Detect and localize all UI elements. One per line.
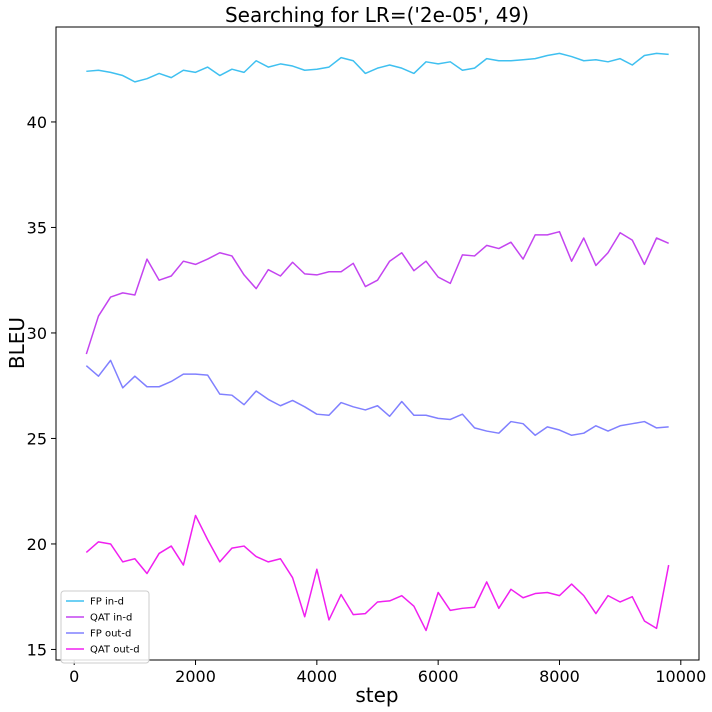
x-tick-label: 6000	[418, 667, 459, 686]
x-axis: 0 2000 4000 6000 8000 10000	[69, 660, 706, 686]
x-tick-label: 0	[69, 667, 79, 686]
y-tick-label: 30	[27, 324, 47, 343]
legend-label: QAT out-d	[90, 645, 140, 656]
legend-label: QAT in-d	[90, 613, 132, 624]
y-tick-label: 40	[27, 113, 47, 132]
legend-label: FP out-d	[90, 629, 131, 640]
series-line-3	[85, 359, 669, 437]
plot-frame	[55, 26, 700, 661]
series-layer	[85, 52, 670, 632]
y-tick-label: 15	[27, 640, 47, 659]
legend-box	[60, 590, 150, 664]
legend-label: FP in-d	[90, 597, 124, 608]
x-tick-label: 10000	[655, 667, 706, 686]
y-axis-title: BLEU	[5, 317, 29, 369]
chart-title: Searching for LR=('2e-05', 49)	[225, 3, 529, 27]
legend: FP in-d QAT in-d FP out-d QAT out-d	[60, 590, 150, 664]
series-line-2	[85, 230, 669, 355]
y-tick-label: 35	[27, 218, 47, 237]
x-tick-label: 2000	[175, 667, 216, 686]
y-tick-label: 25	[27, 429, 47, 448]
x-tick-label: 4000	[296, 667, 337, 686]
series-line-1	[86, 52, 669, 83]
y-tick-label: 20	[27, 535, 47, 554]
x-tick-label: 8000	[539, 667, 580, 686]
y-axis: 15 20 25 30 35 40	[27, 113, 56, 659]
series-line-4	[85, 514, 670, 632]
x-axis-title: step	[355, 683, 398, 707]
